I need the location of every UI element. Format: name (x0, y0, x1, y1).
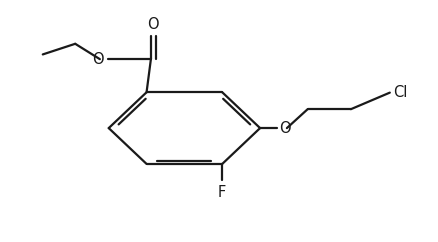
Text: F: F (218, 185, 226, 200)
Text: O: O (147, 17, 159, 32)
Text: O: O (92, 52, 103, 67)
Text: O: O (279, 121, 291, 136)
Text: Cl: Cl (393, 85, 408, 100)
